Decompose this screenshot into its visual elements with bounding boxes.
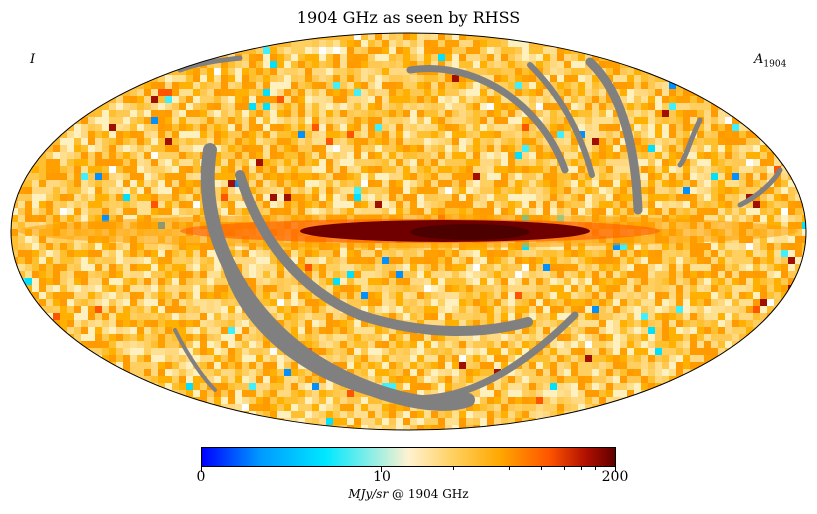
map-title: 1904 GHz as seen by RHSS bbox=[296, 8, 521, 27]
band-label: A1904 bbox=[754, 52, 786, 70]
colorbar-tick-10 bbox=[381, 467, 382, 472]
mask-arc-top bbox=[177, 55, 243, 73]
colorbar-minor-tick bbox=[509, 467, 510, 470]
mask-stripe-lower bbox=[216, 236, 579, 403]
colorbar bbox=[201, 447, 616, 467]
colorbar-minor-tick bbox=[581, 467, 582, 470]
mask-arc-right-3 bbox=[677, 117, 703, 168]
unit-text: MJy/sr bbox=[348, 487, 389, 501]
stokes-label: I bbox=[30, 52, 36, 67]
colorbar-tick-200 bbox=[615, 467, 616, 472]
colorbar-minor-tick bbox=[453, 467, 454, 470]
mask-arc-right-2 bbox=[527, 62, 595, 178]
colorbar-minor-tick bbox=[564, 467, 565, 470]
colorbar-tick-0 bbox=[201, 467, 202, 472]
mask-arc-upper bbox=[406, 65, 569, 174]
mask-stripe-inner bbox=[235, 170, 533, 336]
mask-arc-right-1 bbox=[585, 57, 643, 215]
map-boundary bbox=[10, 32, 807, 431]
colorbar-minor-tick bbox=[595, 467, 596, 470]
colorbar-minor-tick bbox=[541, 467, 542, 470]
mask-arc-left-low bbox=[173, 328, 217, 392]
colorbar-unit-label: MJy/sr @ 1904 GHz bbox=[0, 487, 817, 501]
mask-stripe-outer bbox=[200, 143, 475, 411]
colorbar-mid-label: 10 bbox=[373, 469, 391, 485]
unit-suffix: @ 1904 GHz bbox=[392, 487, 469, 501]
masked-regions bbox=[173, 55, 783, 411]
galactic-center-core bbox=[410, 224, 530, 240]
colorbar-max-label: 200 bbox=[601, 469, 629, 485]
band-subscript: 1904 bbox=[763, 59, 787, 70]
band-symbol: A bbox=[754, 52, 764, 67]
mask-arc-far-right bbox=[737, 167, 783, 208]
colorbar-min-label: 0 bbox=[196, 469, 206, 485]
